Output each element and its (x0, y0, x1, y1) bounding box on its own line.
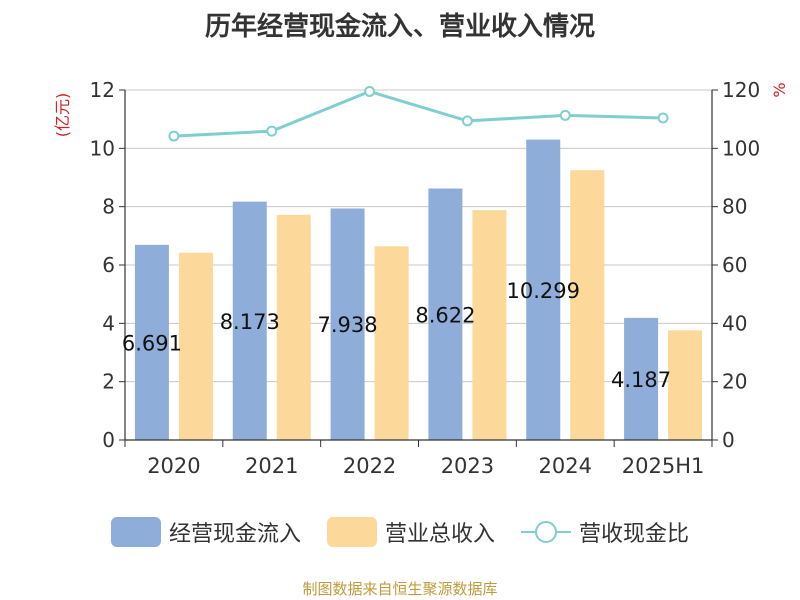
ratio-point (559, 109, 571, 121)
left-tick-label: 6 (102, 253, 115, 277)
right-tick-label: 120 (722, 78, 760, 102)
legend-label-revenue: 营业总收入 (384, 522, 495, 547)
bar-cash-inflow (624, 317, 659, 440)
data-label: 7.938 (318, 313, 378, 337)
bar-revenue (472, 210, 507, 440)
legend-swatch-ratio (521, 517, 571, 547)
right-tick-label: 100 (722, 136, 760, 160)
bar-cash-inflow (526, 139, 561, 441)
data-label: 4.187 (611, 368, 671, 392)
bar-cash-inflow (330, 208, 365, 440)
bar-revenue (178, 252, 213, 440)
source-note: 制图数据来自恒生聚源数据库 (302, 580, 498, 598)
legend-item-revenue[interactable]: 营业总收入 (326, 516, 495, 548)
legend-swatch-cash-inflow (110, 517, 161, 547)
data-label: 10.299 (507, 279, 580, 303)
bar-cash-inflow (428, 188, 463, 440)
data-label: 8.173 (220, 310, 280, 334)
left-tick-label: 0 (102, 428, 115, 452)
ratio-point (168, 130, 180, 142)
left-tick-label: 8 (102, 195, 115, 219)
ratio-point (657, 112, 669, 124)
bar-cash-inflow (134, 244, 169, 440)
ratio-point (364, 85, 376, 97)
legend-swatch-revenue (326, 517, 377, 547)
left-tick-label: 4 (102, 311, 115, 335)
legend-label-ratio: 营收现金比 (579, 522, 690, 547)
bar-revenue (570, 170, 605, 441)
legend-item-cash-inflow[interactable]: 经营现金流入 (110, 516, 301, 548)
ratio-line-path (173, 89, 664, 138)
x-tick-label: 2025H1 (622, 454, 705, 478)
x-tick-label: 2020 (147, 454, 200, 478)
bar-revenue (668, 330, 703, 440)
ratio-line (168, 85, 669, 142)
gridlines (125, 89, 712, 383)
bar-cash-inflow (232, 201, 267, 440)
ratio-point (461, 115, 473, 127)
chart-title: 历年经营现金流入、营业收入情况 (204, 12, 595, 42)
left-tick-label: 10 (90, 136, 115, 160)
data-label: 8.622 (415, 303, 475, 327)
right-axis-unit: % (770, 82, 789, 97)
data-labels: 6.691 8.173 7.938 8.622 10.299 4.187 (122, 279, 671, 392)
bar-revenue (374, 246, 409, 440)
x-tick-label: 2022 (343, 454, 396, 478)
left-tick-label: 12 (90, 78, 115, 102)
right-tick-label: 60 (722, 253, 747, 277)
data-label: 6.691 (122, 331, 182, 355)
left-axis-unit: (亿元) (53, 93, 72, 138)
x-tick-label: 2021 (245, 454, 298, 478)
legend-label-cash-inflow: 经营现金流入 (168, 522, 301, 547)
left-tick-label: 2 (102, 370, 115, 394)
bars (134, 139, 703, 441)
legend: 经营现金流入 营业总收入 营收现金比 (0, 516, 800, 548)
right-tick-label: 40 (722, 311, 747, 335)
ratio-point (266, 125, 278, 137)
right-tick-label: 20 (722, 370, 747, 394)
legend-item-ratio[interactable]: 营收现金比 (521, 516, 689, 548)
x-tick-label: 2023 (441, 454, 494, 478)
right-tick-label: 0 (722, 428, 735, 452)
bar-revenue (276, 214, 311, 440)
x-tick-label: 2024 (539, 454, 592, 478)
right-tick-label: 80 (722, 195, 747, 219)
